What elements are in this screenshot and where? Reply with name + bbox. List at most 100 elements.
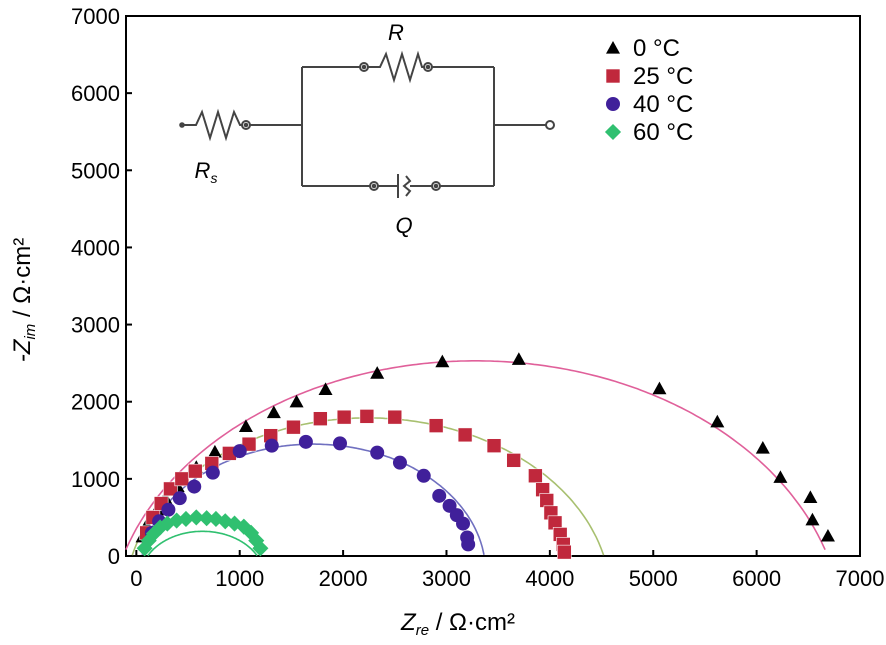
series-markers (144, 434, 476, 552)
legend-label: 0 °C (633, 35, 680, 62)
circuit-node-dot (371, 183, 377, 189)
y-tick-label: 2000 (71, 390, 120, 415)
data-point (435, 354, 450, 368)
data-point (198, 510, 215, 527)
series-markers (136, 509, 269, 557)
x-tick: 5000 (629, 550, 678, 591)
y-tick-label: 4000 (71, 235, 120, 260)
x-tick: 3000 (422, 550, 471, 591)
circuit-label-r: R (388, 20, 404, 45)
data-point (140, 532, 157, 549)
plot-area-border (125, 15, 861, 557)
y-axis-ticks: 0 1000 2000 3000 4000 5000 6000 7000 (71, 4, 132, 569)
data-point (207, 444, 222, 458)
data-point (264, 438, 279, 453)
data-point (161, 502, 176, 517)
data-point (332, 436, 347, 451)
fit-curve (141, 443, 485, 555)
data-point (168, 512, 185, 529)
legend-marker (606, 97, 620, 111)
data-point (289, 394, 304, 408)
legend-entry: 25 °C (605, 63, 693, 90)
y-tick: 3000 (71, 313, 132, 338)
data-point (252, 540, 269, 557)
y-tick: 2000 (71, 390, 132, 415)
circuit-node-dot (433, 183, 439, 189)
data-point (152, 519, 169, 536)
circuit-label-rs: Rs (195, 158, 218, 186)
data-point (187, 463, 203, 479)
data-point (177, 510, 195, 528)
x-tick-label: 5000 (629, 566, 678, 591)
legend-label: 25 °C (633, 63, 693, 90)
data-point (773, 470, 788, 483)
data-point (392, 455, 407, 470)
x-tick-label: 4000 (525, 566, 574, 591)
cpe-q-icon (397, 174, 412, 198)
data-point (174, 471, 190, 487)
data-point (805, 512, 820, 526)
legend-marker (604, 123, 622, 141)
y-tick-label: 6000 (71, 81, 120, 106)
x-tick: 7000 (836, 550, 884, 591)
y-axis-title: -Zim / Ω·cm² (9, 238, 39, 362)
data-point (370, 445, 385, 460)
legend-label: 60 °C (633, 119, 693, 146)
data-point (457, 427, 473, 443)
legend-entry: 40 °C (606, 91, 693, 118)
x-tick-label: 1000 (215, 566, 264, 591)
circuit-node-dot (425, 64, 431, 70)
y-tick: 6000 (71, 81, 132, 106)
data-point (163, 481, 178, 497)
data-point (755, 441, 770, 454)
data-point (803, 490, 818, 503)
y-tick-label: 7000 (71, 4, 120, 29)
y-tick-label: 5000 (71, 158, 120, 183)
legend-label: 40 °C (633, 91, 693, 118)
data-point (232, 444, 247, 459)
data-point (539, 493, 555, 508)
data-point (298, 434, 313, 449)
circuit-node-dot (361, 64, 367, 70)
data-point (557, 544, 572, 560)
data-point (187, 479, 202, 494)
x-tick-label: 3000 (422, 566, 471, 591)
data-point (710, 414, 725, 428)
legend-entry: 60 °C (604, 119, 693, 146)
y-tick-label: 0 (108, 544, 120, 569)
fit-curve (131, 417, 605, 556)
data-point (820, 528, 835, 542)
series-markers (139, 409, 572, 560)
data-point (313, 411, 328, 426)
plot-frame (125, 15, 861, 557)
resistor-r-icon (368, 50, 424, 84)
series-markers (135, 352, 835, 543)
data-point (172, 491, 187, 506)
x-tick-label: 0 (130, 566, 142, 591)
legend: 0 °C25 °C40 °C60 °C (604, 35, 693, 146)
resistor-rs-icon (182, 108, 246, 142)
x-tick-label: 6000 (732, 566, 781, 591)
data-point (511, 352, 526, 365)
data-point (188, 509, 205, 526)
fit-curve (147, 530, 258, 557)
data-markers (135, 352, 835, 560)
data-point (506, 453, 521, 468)
data-point (387, 409, 403, 425)
fit-curve (125, 359, 826, 551)
data-point (461, 537, 476, 552)
y-tick: 7000 (71, 4, 132, 29)
data-point (318, 382, 333, 395)
data-point (416, 468, 431, 483)
data-point (432, 488, 447, 503)
data-point (359, 409, 375, 424)
circuit-node-dot (243, 122, 249, 128)
circuit-terminal-right (545, 120, 555, 130)
data-point (243, 524, 260, 541)
data-point (456, 516, 471, 531)
x-tick: 0 (130, 550, 142, 591)
x-tick: 1000 (215, 550, 264, 591)
legend-marker (606, 41, 620, 54)
x-tick: 4000 (525, 550, 574, 591)
